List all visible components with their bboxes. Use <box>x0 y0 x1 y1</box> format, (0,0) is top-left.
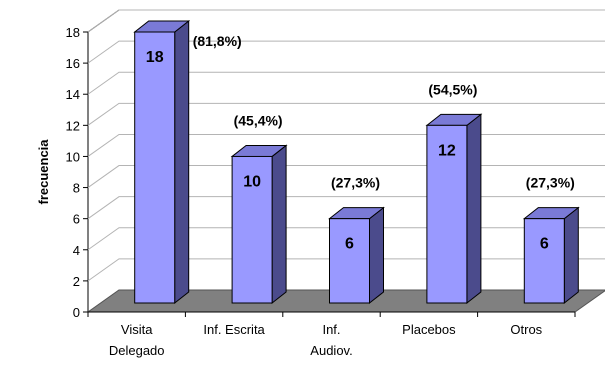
bar-percent-label: (81,8%) <box>193 33 242 49</box>
bar-side <box>466 113 482 305</box>
x-category-label: Delegado <box>109 343 165 358</box>
bar-side <box>174 19 190 305</box>
y-tick-label: 16 <box>66 56 80 71</box>
bar-percent-label: (54,5%) <box>428 81 477 97</box>
bar <box>231 155 273 304</box>
y-tick-label: 2 <box>73 274 80 289</box>
bar-value-label: 10 <box>243 173 261 190</box>
gridline <box>87 9 605 33</box>
bar <box>523 218 565 304</box>
y-tick-label: 8 <box>73 181 80 196</box>
x-category-label: Inf. <box>322 322 340 337</box>
y-tick-label: 14 <box>66 87 80 102</box>
data-labels: 18 (81,8%) 10 (45,4%) 6 (27,3%) 12 (54,5%) 6 (27,… <box>146 33 575 253</box>
bar <box>329 218 370 304</box>
x-category-label: Otros <box>510 322 542 337</box>
left-wall-edge <box>87 9 120 312</box>
y-tick-label: 18 <box>66 25 80 40</box>
bar-value-label: 12 <box>438 142 456 159</box>
y-axis-label: frecuencia <box>36 139 51 205</box>
y-tick-label: 0 <box>73 305 80 320</box>
bars <box>133 19 580 305</box>
bar-value-label: 6 <box>540 236 549 253</box>
y-tick-label: 4 <box>73 243 80 258</box>
bar-side <box>369 206 384 305</box>
x-category-label: Audiov. <box>310 343 352 358</box>
bar-value-label: 6 <box>345 236 354 253</box>
bar-side <box>271 144 287 305</box>
bar-percent-label: (45,4%) <box>234 112 283 128</box>
x-category-label: Visita <box>121 322 153 337</box>
x-category-label: Placebos <box>402 322 456 337</box>
bar <box>134 31 176 304</box>
bar-percent-label: (27,3%) <box>526 175 575 191</box>
y-tick-label: 12 <box>66 118 80 133</box>
bar-percent-label: (27,3%) <box>331 175 380 191</box>
y-axis-ticks: 0 2 4 6 8 10 12 14 16 18 <box>66 25 88 320</box>
x-axis-categories: Visita Delegado Inf. Escrita Inf. Audiov. Pla… <box>87 311 576 358</box>
gridline <box>87 71 605 95</box>
gridline <box>87 102 605 126</box>
y-tick-label: 6 <box>73 212 80 227</box>
gridline <box>87 40 605 64</box>
x-category-label: Inf. Escrita <box>203 322 265 337</box>
y-tick-label: 10 <box>66 149 80 164</box>
bar-side <box>563 206 579 305</box>
bar-value-label: 18 <box>146 49 164 66</box>
bar <box>426 124 468 304</box>
